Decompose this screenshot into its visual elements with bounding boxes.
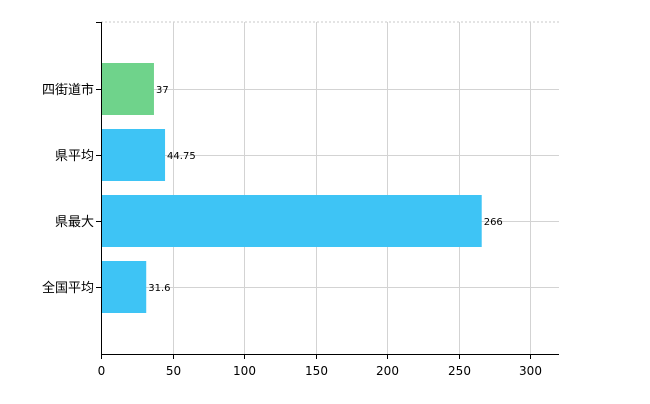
bar xyxy=(101,63,154,115)
x-tick-label: 50 xyxy=(166,364,181,378)
category-label: 全国平均 xyxy=(42,280,94,296)
bar xyxy=(101,261,147,313)
bar-value-label: 44.75 xyxy=(167,151,196,162)
labels-layer: 0 50 100 150 200 250 300 37 四街道市 44.75 県平均 266 県最大 31… xyxy=(42,22,542,378)
x-tick-label: 200 xyxy=(376,364,399,378)
x-tick-label: 100 xyxy=(233,364,256,378)
bar xyxy=(101,129,166,181)
x-tick-label: 150 xyxy=(305,364,328,378)
x-tick-label: 250 xyxy=(448,364,471,378)
bar xyxy=(101,195,482,247)
x-tick-label: 300 xyxy=(519,364,542,378)
grid-layer xyxy=(101,21,559,354)
category-label: 四街道市 xyxy=(42,82,94,98)
axes-layer xyxy=(101,22,559,355)
bar-value-label: 37 xyxy=(156,85,169,96)
category-label: 県最大 xyxy=(55,215,94,230)
bar-value-label: 266 xyxy=(484,217,503,228)
bars-layer xyxy=(101,63,482,313)
bar-value-label: 31.6 xyxy=(148,283,170,294)
x-tick-label: 0 xyxy=(98,364,106,378)
category-label: 県平均 xyxy=(55,149,94,164)
